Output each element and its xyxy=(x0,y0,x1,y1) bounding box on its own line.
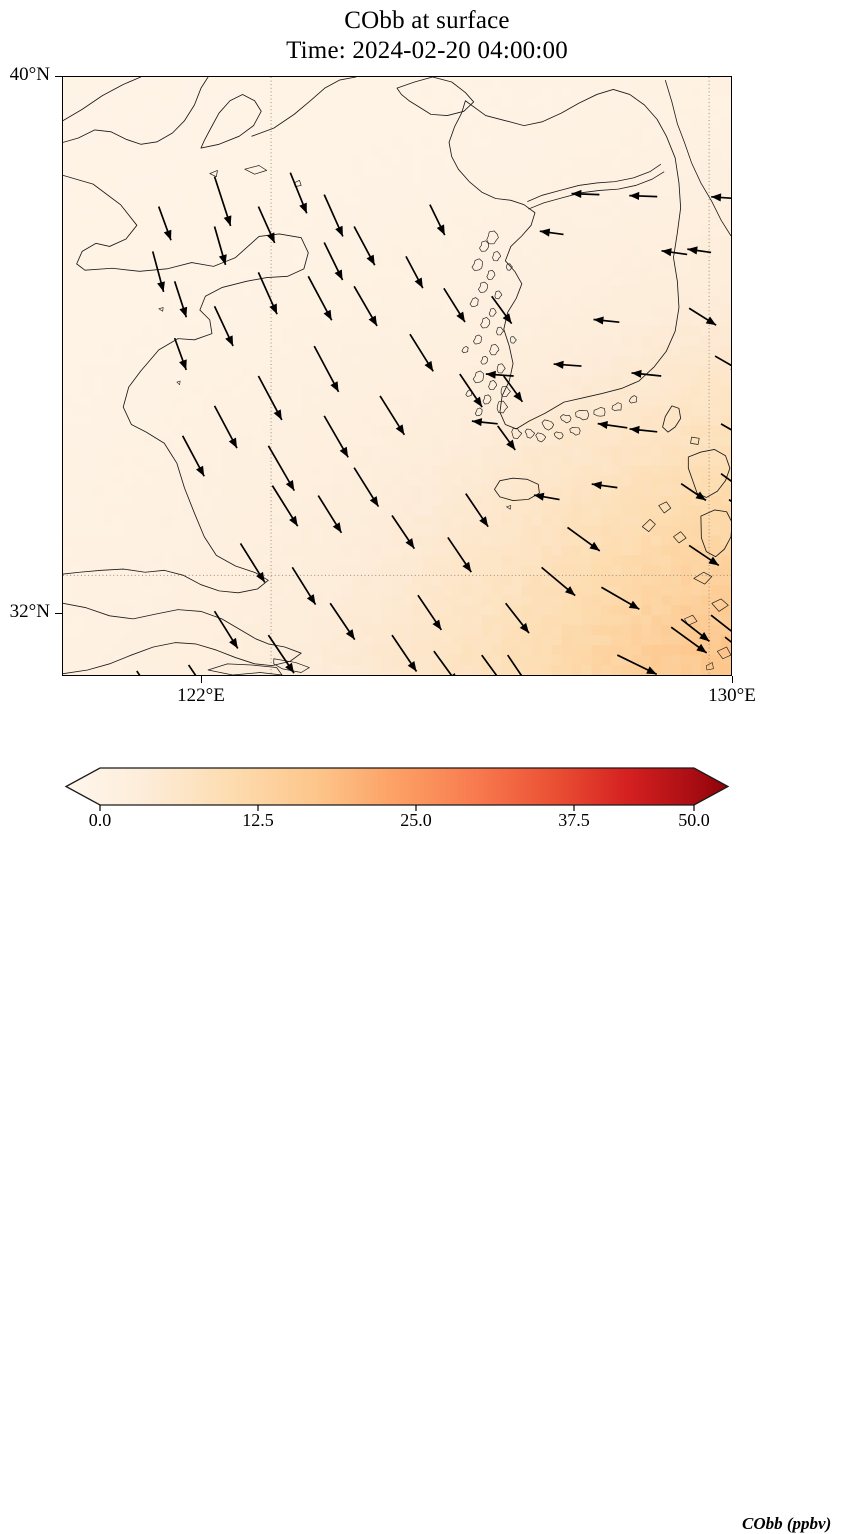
title-line-time: Time: 2024-02-20 04:00:00 xyxy=(286,36,568,64)
coastlines xyxy=(63,77,731,675)
colorbar-tick-4: 50.0 xyxy=(678,810,710,830)
colorbar-label: CObb (ppbv) xyxy=(742,1514,832,1533)
colorbar-body xyxy=(64,767,730,806)
xtick-label-130E: 130°E xyxy=(708,685,756,706)
ytick-mark-40N xyxy=(55,76,62,78)
colorbar-tick-3: 37.5 xyxy=(558,810,590,830)
colorbar-tick-marks xyxy=(99,805,695,811)
map-overlay-vector xyxy=(63,77,731,675)
title-line-variable: CObb at surface xyxy=(344,7,510,34)
colorbar: CObb (ppbv) 0.0 12.5 25.0 37.5 50.0 xyxy=(0,752,854,1533)
colorbar-gradient-bar xyxy=(64,767,730,811)
country-borders xyxy=(527,79,731,237)
figure-title: CObb at surface Time: 2024-02-20 04:00:0… xyxy=(0,6,854,65)
map-frame xyxy=(62,76,732,676)
colorbar-tick-2: 25.0 xyxy=(400,810,432,830)
xtick-mark-122E xyxy=(201,676,203,683)
map-plot-area xyxy=(62,76,732,676)
ytick-label-40N: 40°N xyxy=(9,64,50,85)
ytick-mark-32N xyxy=(55,613,62,615)
xtick-mark-130E xyxy=(732,676,734,683)
colorbar-tick-0: 0.0 xyxy=(88,810,112,830)
ytick-label-32N: 32°N xyxy=(9,601,50,622)
wind-vector-arrows xyxy=(136,172,731,675)
colorbar-tick-1: 12.5 xyxy=(242,810,274,830)
gridlines xyxy=(63,77,731,675)
xtick-label-122E: 122°E xyxy=(177,685,225,706)
